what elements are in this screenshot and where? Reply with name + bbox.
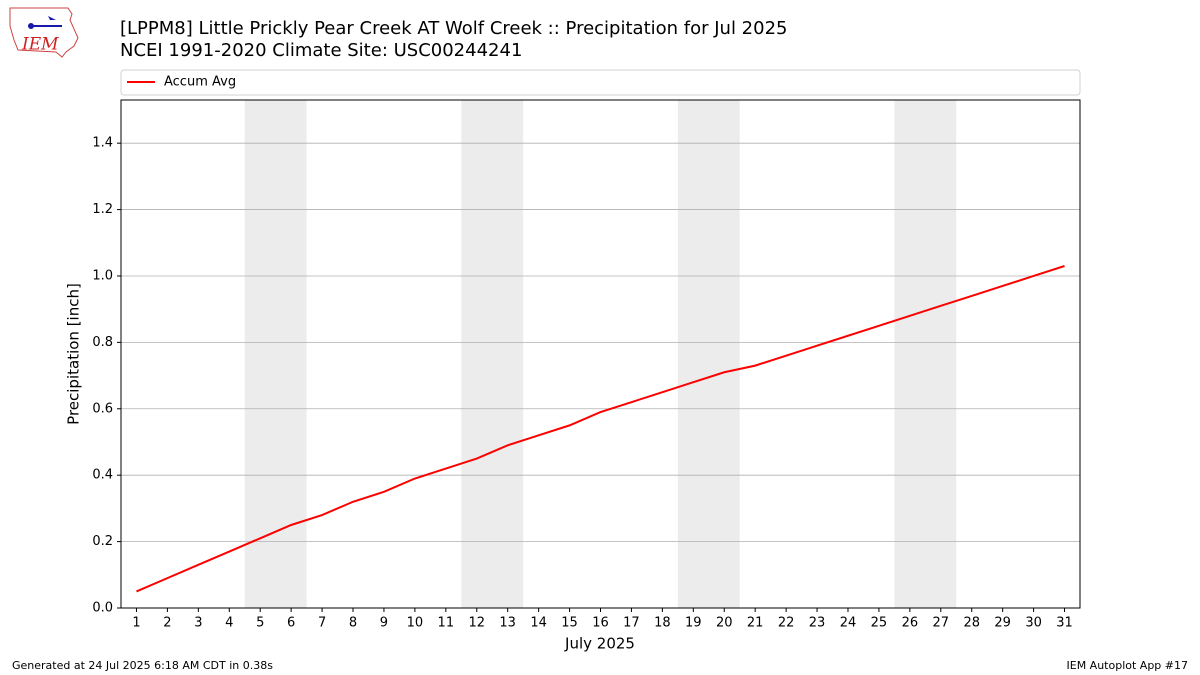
y-tick-label: 0.4 (92, 468, 113, 483)
y-axis-label: Precipitation [inch] (65, 283, 83, 425)
y-tick-label: 0.0 (92, 601, 113, 616)
legend-label: Accum Avg (164, 75, 236, 90)
x-tick-label: 29 (994, 616, 1011, 631)
weekend-shade (677, 100, 740, 608)
weekend-shade (461, 100, 524, 608)
logo: IEM (9, 7, 79, 58)
x-tick-label: 12 (468, 616, 485, 631)
x-tick-label: 8 (349, 616, 357, 631)
x-tick-label: 22 (778, 616, 795, 631)
x-tick-label: 20 (716, 616, 733, 631)
x-tick-label: 27 (933, 616, 950, 631)
x-tick-label: 4 (225, 616, 233, 631)
logo-flag (48, 16, 56, 20)
x-tick-label: 3 (194, 616, 202, 631)
logo-map (9, 7, 79, 58)
chart-title: [LPPM8] Little Prickly Pear Creek AT Wol… (120, 18, 788, 39)
footer-left: Generated at 24 Jul 2025 6:18 AM CDT in … (12, 659, 273, 672)
x-tick-label: 25 (871, 616, 888, 631)
x-tick-label: 15 (561, 616, 578, 631)
x-tick-label: 16 (592, 616, 609, 631)
legend-box (120, 69, 1081, 96)
y-tick-label: 0.2 (92, 534, 113, 549)
x-tick-label: 30 (1025, 616, 1042, 631)
y-tick-label: 0.8 (92, 335, 113, 350)
chart-subtitle: NCEI 1991-2020 Climate Site: USC00244241 (120, 40, 522, 61)
logo-text: IEM (21, 35, 59, 55)
x-tick-label: 24 (840, 616, 857, 631)
x-tick-label: 31 (1056, 616, 1073, 631)
x-tick-label: 18 (654, 616, 671, 631)
x-tick-label: 14 (530, 616, 547, 631)
logo-dot (28, 23, 34, 29)
y-tick-label: 1.2 (92, 202, 113, 217)
x-tick-label: 6 (287, 616, 295, 631)
x-tick-label: 9 (380, 616, 388, 631)
weekend-shade (894, 100, 957, 608)
x-tick-label: 19 (685, 616, 702, 631)
x-tick-label: 2 (163, 616, 171, 631)
x-tick-label: 1 (132, 616, 140, 631)
x-axis-label: July 2025 (564, 635, 635, 653)
x-tick-label: 26 (902, 616, 919, 631)
y-tick-label: 1.0 (92, 268, 113, 283)
x-tick-label: 23 (809, 616, 826, 631)
data-line (136, 265, 1065, 593)
x-tick-label: 5 (256, 616, 264, 631)
x-tick-label: 17 (623, 616, 640, 631)
x-tick-label: 11 (438, 616, 455, 631)
x-tick-label: 10 (407, 616, 424, 631)
x-tick-label: 7 (318, 616, 326, 631)
x-tick-label: 13 (499, 616, 516, 631)
x-tick-label: 28 (963, 616, 980, 631)
y-tick-label: 1.4 (92, 136, 113, 151)
x-tick-label: 21 (747, 616, 764, 631)
y-tick-label: 0.6 (92, 401, 113, 416)
plot-frame (120, 99, 1081, 609)
footer-right: IEM Autoplot App #17 (1067, 659, 1189, 672)
